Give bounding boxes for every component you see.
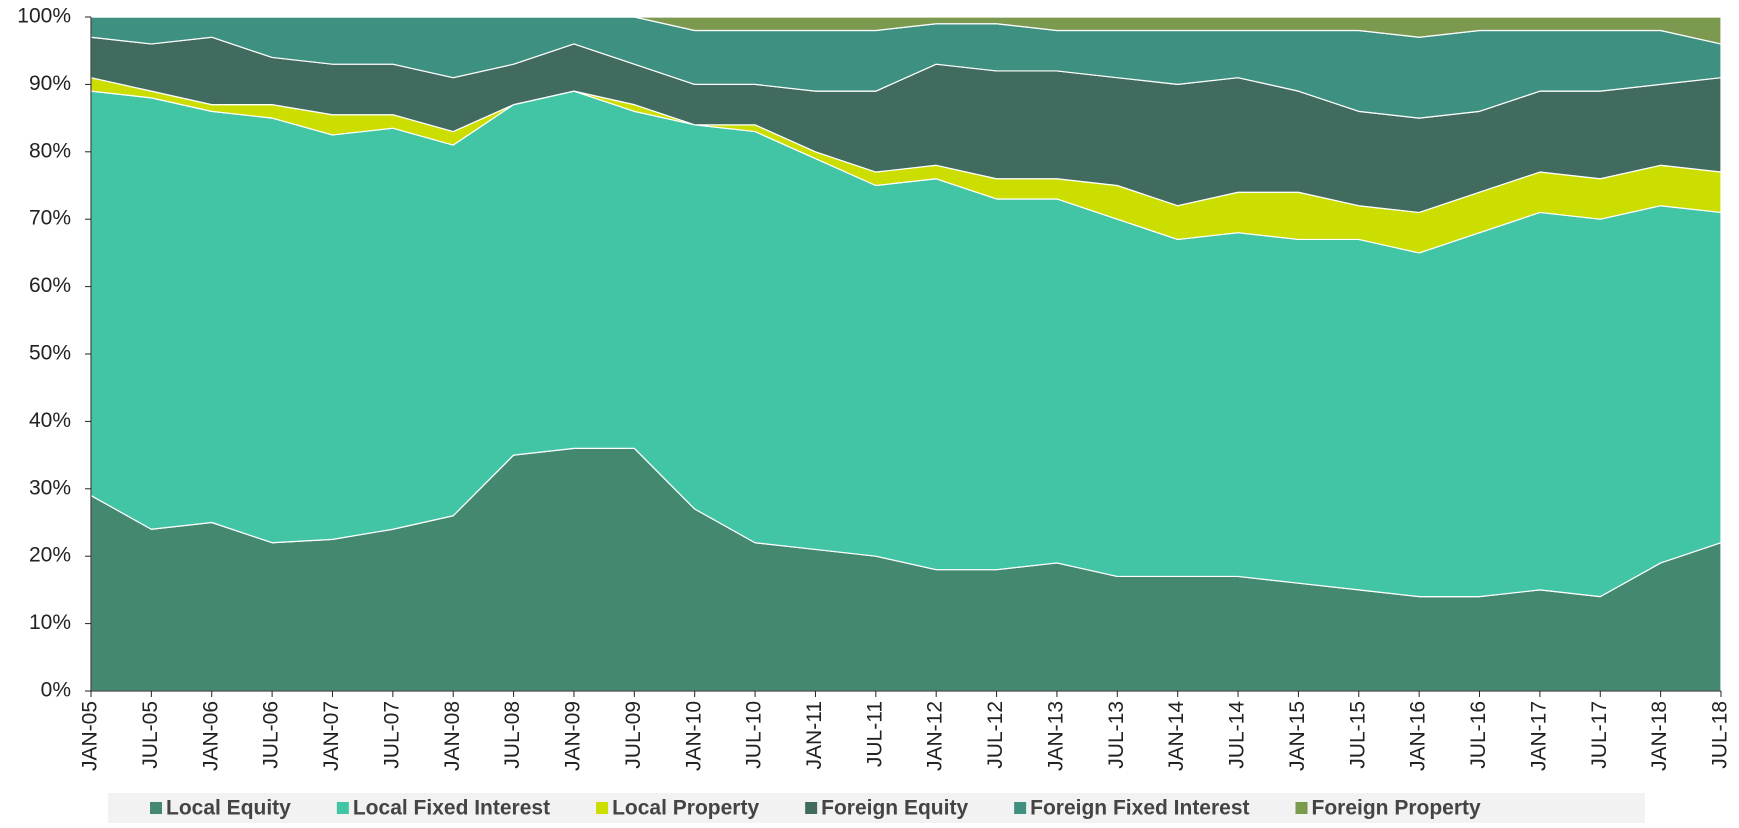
legend-label: Foreign Property: [1312, 797, 1482, 820]
legend: Local Equity Local Fixed Interest Local Pr…: [108, 793, 1645, 823]
legend-label: Local Property: [612, 797, 759, 820]
x-tick-label: JAN-09: [562, 701, 585, 771]
y-tick-label: 100%: [17, 5, 71, 28]
x-tick-label: JUL-14: [1226, 701, 1249, 769]
x-tick-label: JAN-12: [924, 701, 947, 771]
x-tick-label: JUL-11: [863, 701, 886, 767]
x-tick-label: JUL-13: [1105, 701, 1128, 769]
area: [90, 16, 1722, 45]
legend-background: [108, 793, 1645, 823]
x-tick-label: JAN-18: [1648, 701, 1671, 771]
x-tick-label: JAN-05: [79, 701, 102, 771]
x-tick-label: JUL-10: [743, 701, 766, 769]
x-tick-label: JUL-07: [380, 701, 403, 769]
legend-swatch: [596, 802, 609, 814]
legend-label: Foreign Equity: [821, 797, 968, 820]
legend-swatch: [150, 802, 162, 814]
x-tick-label: JAN-16: [1407, 701, 1430, 771]
x-tick-label: JAN-13: [1044, 701, 1067, 771]
legend-label: Foreign Fixed Interest: [1030, 797, 1249, 820]
x-tick-label: JUL-06: [260, 701, 283, 769]
x-tick-label: JAN-11: [803, 701, 826, 769]
y-tick-label: 80%: [29, 139, 71, 162]
y-tick-label: 90%: [29, 72, 71, 95]
x-tick-label: JUL-05: [139, 701, 162, 769]
y-tick-label: 10%: [29, 611, 71, 634]
x-tick-label: JUL-15: [1346, 701, 1369, 769]
x-tick-label: JAN-17: [1527, 701, 1550, 771]
legend-label: Local Fixed Interest: [353, 797, 550, 820]
x-tick-label: JUL-18: [1709, 701, 1732, 769]
x-tick-label: JAN-14: [1165, 701, 1188, 771]
y-tick-label: 0%: [41, 679, 71, 702]
x-tick-label: JAN-06: [199, 701, 222, 771]
x-tick-label: JUL-08: [501, 701, 524, 769]
y-tick-label: 20%: [29, 544, 71, 567]
y-tick-label: 50%: [29, 342, 71, 365]
x-tick-label: JAN-08: [441, 701, 464, 771]
x-tick-label: JAN-07: [320, 701, 343, 771]
legend-swatch: [1295, 802, 1308, 814]
x-tick-label: JUL-16: [1467, 701, 1490, 769]
legend-swatch: [336, 802, 349, 814]
y-tick-label: 60%: [29, 274, 71, 297]
y-tick-label: 70%: [29, 207, 71, 230]
x-tick-label: JUL-12: [984, 701, 1007, 769]
x-tick-label: JAN-10: [682, 701, 705, 771]
x-tick-label: JUL-09: [622, 701, 645, 769]
x-tick-label: JAN-15: [1286, 701, 1309, 771]
legend-swatch: [1014, 802, 1027, 814]
y-tick-label: 40%: [29, 409, 71, 432]
y-tick-label: 30%: [29, 476, 71, 499]
legend-swatch: [805, 802, 818, 814]
x-tick-label: JUL-17: [1588, 701, 1611, 769]
legend-label: Local Equity: [166, 797, 291, 820]
